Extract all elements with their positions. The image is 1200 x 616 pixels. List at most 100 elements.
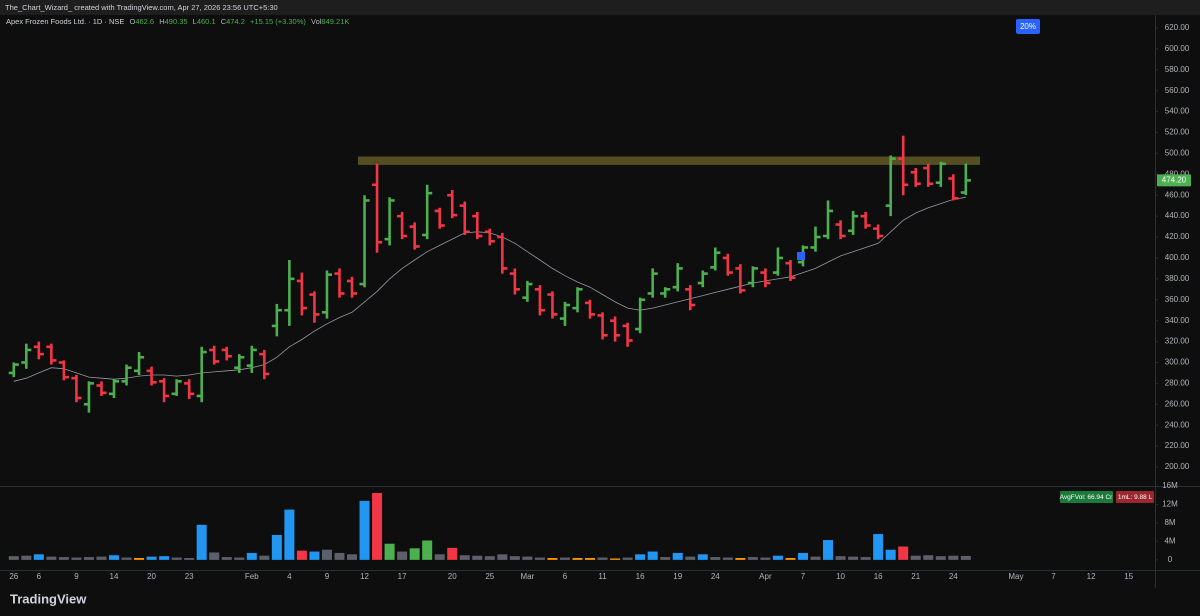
x-tick-label: 10 <box>836 572 845 581</box>
low-value: 460.1 <box>197 17 216 26</box>
top-bar <box>0 0 1200 15</box>
resistance-zone <box>358 156 980 165</box>
y-tick-label: 540.00 <box>1165 107 1190 116</box>
volume-bar <box>71 557 82 560</box>
volume-bar <box>372 492 383 560</box>
volume-bar <box>134 558 145 560</box>
volume-bar <box>422 540 433 560</box>
x-tick-label: 7 <box>1051 572 1056 581</box>
volume-bar <box>647 551 658 560</box>
y-tick-label: 400.00 <box>1165 253 1190 262</box>
volume-bar <box>21 555 32 560</box>
volume-bar <box>697 554 708 560</box>
volume-bar <box>159 556 170 560</box>
volume-bar <box>660 557 671 560</box>
x-tick-label: 23 <box>185 572 194 581</box>
x-tick-label: Apr <box>759 572 772 581</box>
volume-bar <box>835 556 846 560</box>
ml-label: 1mL: 9.88 L <box>1118 494 1153 501</box>
volume-bar <box>234 557 245 560</box>
x-tick-label: 9 <box>74 572 79 581</box>
volume-bar <box>710 557 721 560</box>
volume-bar <box>910 555 921 560</box>
ml-badge <box>1116 491 1154 503</box>
h-key: H <box>159 17 164 26</box>
volume-bar <box>259 555 270 560</box>
volume-bar <box>923 555 934 560</box>
volume-bar <box>823 540 834 560</box>
volume-bar <box>284 509 295 560</box>
y-tick-label: 560.00 <box>1165 86 1190 95</box>
volume-bar <box>58 557 69 560</box>
volume-bar <box>359 500 370 560</box>
signal-marker <box>797 252 805 260</box>
x-tick-label: 6 <box>37 572 42 581</box>
avg-vol-label: AvgFVol: 66.94 Cr <box>1060 494 1113 501</box>
x-tick-label: 6 <box>563 572 568 581</box>
badge[interactable] <box>1016 19 1040 34</box>
x-tick-label: 11 <box>598 572 607 581</box>
volume-bar <box>610 558 621 560</box>
y-tick-label: 200.00 <box>1165 462 1190 471</box>
volume-bar <box>797 552 808 560</box>
volume-bar <box>184 558 195 560</box>
volume-bar <box>685 556 696 560</box>
x-tick-label: 21 <box>911 572 920 581</box>
volume-bar <box>572 558 583 560</box>
legend: Apex Frozen Foods Ltd. · 1D · NSE O462.6… <box>6 17 349 26</box>
volume-bar <box>221 557 232 560</box>
open-value: 462.6 <box>135 17 154 26</box>
volume-bar <box>196 524 207 560</box>
volume-bar <box>848 556 859 560</box>
y-tick-label: 360.00 <box>1165 295 1190 304</box>
volume-bar <box>547 558 558 560</box>
x-tick-label: 17 <box>398 572 407 581</box>
x-tick-label: 4 <box>287 572 292 581</box>
volume-bar <box>397 551 408 560</box>
volume-bar <box>271 534 282 560</box>
volume-bar <box>121 557 132 560</box>
volume-bar <box>497 554 508 560</box>
x-tick-label: 24 <box>949 572 958 581</box>
y-tick-label: 460.00 <box>1165 190 1190 199</box>
price-label-box <box>1157 174 1191 187</box>
volume-bar <box>522 556 533 560</box>
y-tick-label: 600.00 <box>1165 44 1190 53</box>
branding: TradingView <box>10 591 87 606</box>
y-tick-label: 300.00 <box>1165 358 1190 367</box>
y-tick-label: 280.00 <box>1165 378 1190 387</box>
volume-bar <box>722 557 733 560</box>
volume-bar <box>622 557 633 560</box>
volume-bar <box>860 557 871 560</box>
x-tick-label: 15 <box>1124 572 1133 581</box>
volume-bar <box>384 543 395 560</box>
credit: The_Chart_Wizard_ created with TradingVi… <box>5 3 278 12</box>
x-tick-label: 12 <box>360 572 369 581</box>
volume-bar <box>898 546 909 560</box>
volume-bar <box>509 556 520 560</box>
volume-tick-label: 0 <box>1168 555 1173 564</box>
volume-bar <box>96 556 107 560</box>
volume-tick-label: 12M <box>1162 500 1178 509</box>
x-tick-label: 9 <box>325 572 330 581</box>
volume-bar <box>935 556 946 560</box>
badge-label[interactable]: 20% <box>1020 22 1036 31</box>
x-tick-label: 24 <box>711 572 720 581</box>
volume-bar <box>948 555 959 560</box>
volume-bar <box>810 556 821 560</box>
volume-bar <box>209 552 220 560</box>
x-tick-label: 16 <box>874 572 883 581</box>
x-tick-label: 14 <box>110 572 119 581</box>
volume-bar <box>146 556 157 560</box>
y-tick-label: 340.00 <box>1165 316 1190 325</box>
vol-key: Vol <box>311 17 322 26</box>
x-tick-label: 19 <box>673 572 682 581</box>
y-tick-label: 580.00 <box>1165 65 1190 74</box>
volume-bar <box>585 558 596 560</box>
volume-tick-label: 4M <box>1164 537 1175 546</box>
x-tick-label: 20 <box>147 572 156 581</box>
volume-bar <box>760 557 771 560</box>
